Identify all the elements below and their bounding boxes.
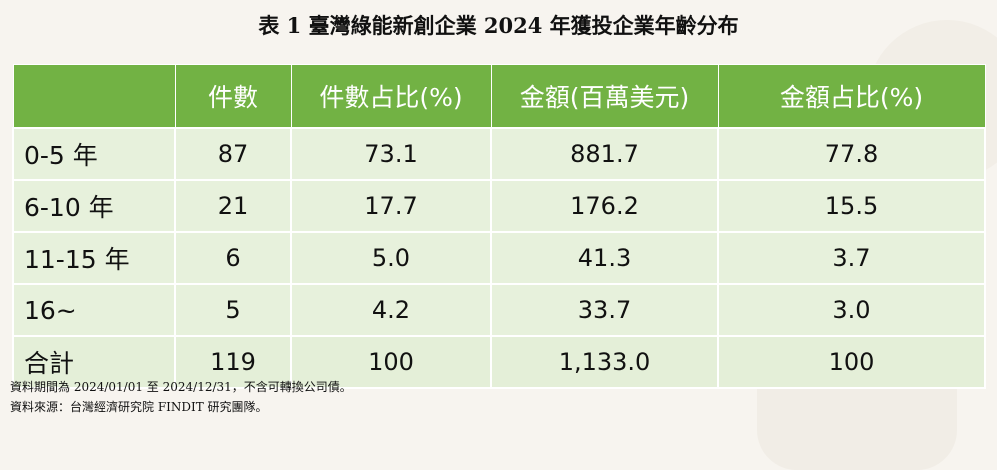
cell-count: 119 xyxy=(174,335,292,389)
row-label: 合計 xyxy=(12,335,176,389)
cell-amount: 176.2 xyxy=(490,179,719,233)
cell-count-pct: 73.1 xyxy=(290,127,492,181)
footnote-period: 資料期間為 2024/01/01 至 2024/12/31，不含可轉換公司債。 xyxy=(10,380,352,394)
table-row: 16~ 5 4.2 33.7 3.0 xyxy=(12,283,986,337)
cell-amount-pct: 77.8 xyxy=(717,127,986,181)
footnote-source: 資料來源：台灣經濟研究院 FINDIT 研究團隊。 xyxy=(10,400,268,414)
table-title: 表 1 臺灣綠能新創企業 2024 年獲投企業年齡分布 xyxy=(258,13,739,38)
cell-count-pct: 17.7 xyxy=(290,179,492,233)
cell-count: 6 xyxy=(174,231,292,285)
header-count: 件數 xyxy=(174,64,292,129)
cell-amount-pct: 100 xyxy=(717,335,986,389)
cell-count-pct: 5.0 xyxy=(290,231,492,285)
cell-amount-pct: 3.7 xyxy=(717,231,986,285)
cell-amount: 33.7 xyxy=(490,283,719,337)
header-amount-pct: 金額占比(%) xyxy=(717,64,986,129)
header-count-pct: 件數占比(%) xyxy=(290,64,492,129)
cell-amount: 1,133.0 xyxy=(490,335,719,389)
row-label: 0-5 年 xyxy=(12,127,176,181)
cell-count-pct: 100 xyxy=(290,335,492,389)
total-row: 合計 119 100 1,133.0 100 xyxy=(12,335,986,389)
cell-amount-pct: 15.5 xyxy=(717,179,986,233)
table-row: 6-10 年 21 17.7 176.2 15.5 xyxy=(12,179,986,233)
table-row: 11-15 年 6 5.0 41.3 3.7 xyxy=(12,231,986,285)
header-blank xyxy=(12,64,176,129)
header-row: 件數 件數占比(%) 金額(百萬美元) 金額占比(%) xyxy=(12,64,986,129)
row-label: 11-15 年 xyxy=(12,231,176,285)
row-label: 16~ xyxy=(12,283,176,337)
cell-count: 21 xyxy=(174,179,292,233)
row-label: 6-10 年 xyxy=(12,179,176,233)
cell-amount-pct: 3.0 xyxy=(717,283,986,337)
cell-count: 87 xyxy=(174,127,292,181)
table-row: 0-5 年 87 73.1 881.7 77.8 xyxy=(12,127,986,181)
cell-amount: 881.7 xyxy=(490,127,719,181)
footnotes: 資料期間為 2024/01/01 至 2024/12/31，不含可轉換公司債。 … xyxy=(10,377,352,417)
cell-count-pct: 4.2 xyxy=(290,283,492,337)
cell-amount: 41.3 xyxy=(490,231,719,285)
cell-count: 5 xyxy=(174,283,292,337)
header-amount: 金額(百萬美元) xyxy=(490,64,719,129)
investment-age-table: 件數 件數占比(%) 金額(百萬美元) 金額占比(%) 0-5 年 87 73.… xyxy=(12,64,986,389)
